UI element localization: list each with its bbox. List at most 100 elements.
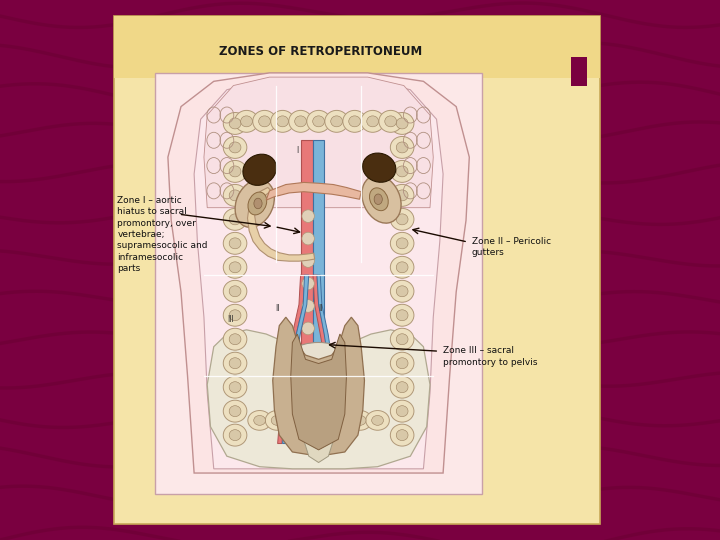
- Bar: [114, 16, 600, 78]
- Ellipse shape: [396, 262, 408, 273]
- Ellipse shape: [325, 110, 348, 132]
- Ellipse shape: [319, 415, 331, 426]
- Ellipse shape: [223, 424, 247, 446]
- Ellipse shape: [223, 185, 247, 206]
- Ellipse shape: [302, 345, 315, 357]
- Ellipse shape: [390, 305, 414, 326]
- Ellipse shape: [223, 352, 247, 374]
- Ellipse shape: [229, 310, 241, 321]
- Ellipse shape: [302, 322, 315, 335]
- Ellipse shape: [223, 280, 247, 302]
- Ellipse shape: [390, 400, 414, 422]
- Ellipse shape: [354, 415, 366, 426]
- Ellipse shape: [229, 430, 241, 441]
- Ellipse shape: [302, 389, 315, 402]
- Ellipse shape: [396, 334, 408, 345]
- Ellipse shape: [294, 116, 307, 127]
- Ellipse shape: [289, 415, 300, 426]
- Ellipse shape: [396, 406, 408, 417]
- Ellipse shape: [302, 300, 315, 312]
- Ellipse shape: [223, 232, 247, 254]
- Ellipse shape: [223, 208, 247, 230]
- Ellipse shape: [396, 286, 408, 297]
- Ellipse shape: [396, 190, 408, 201]
- Ellipse shape: [366, 410, 390, 430]
- Ellipse shape: [223, 160, 247, 183]
- Ellipse shape: [240, 116, 253, 127]
- Ellipse shape: [283, 410, 307, 430]
- Ellipse shape: [223, 137, 247, 158]
- Polygon shape: [317, 275, 341, 443]
- Polygon shape: [273, 317, 364, 456]
- Ellipse shape: [253, 110, 276, 132]
- Ellipse shape: [396, 382, 408, 393]
- Polygon shape: [266, 183, 361, 200]
- Ellipse shape: [363, 153, 396, 183]
- Ellipse shape: [390, 280, 414, 302]
- Ellipse shape: [300, 410, 324, 430]
- Ellipse shape: [390, 160, 414, 183]
- Ellipse shape: [366, 116, 379, 127]
- Ellipse shape: [289, 110, 312, 132]
- Polygon shape: [248, 187, 315, 261]
- Ellipse shape: [343, 110, 366, 132]
- Ellipse shape: [390, 208, 414, 230]
- Ellipse shape: [276, 116, 289, 127]
- Ellipse shape: [379, 110, 402, 132]
- Ellipse shape: [229, 118, 241, 129]
- Ellipse shape: [248, 192, 266, 215]
- Polygon shape: [291, 334, 346, 450]
- Ellipse shape: [390, 256, 414, 278]
- Text: Zone I – aortic
hiatus to sacral
promontory, over
vertebrae;
supramesocolic and
: Zone I – aortic hiatus to sacral promont…: [117, 195, 208, 273]
- Ellipse shape: [223, 400, 247, 422]
- Ellipse shape: [223, 112, 247, 134]
- Ellipse shape: [396, 166, 408, 177]
- Polygon shape: [313, 275, 339, 443]
- Ellipse shape: [223, 328, 247, 350]
- Ellipse shape: [229, 334, 241, 345]
- Polygon shape: [168, 73, 469, 473]
- Bar: [313, 140, 324, 443]
- Ellipse shape: [302, 277, 315, 290]
- Bar: [571, 57, 587, 86]
- Ellipse shape: [271, 110, 294, 132]
- Ellipse shape: [235, 180, 274, 227]
- Ellipse shape: [396, 214, 408, 225]
- Ellipse shape: [229, 262, 241, 273]
- Ellipse shape: [229, 286, 241, 297]
- Ellipse shape: [229, 166, 241, 177]
- Ellipse shape: [223, 305, 247, 326]
- Ellipse shape: [390, 232, 414, 254]
- Ellipse shape: [384, 116, 397, 127]
- Polygon shape: [299, 374, 338, 462]
- Ellipse shape: [223, 256, 247, 278]
- Ellipse shape: [396, 357, 408, 369]
- Bar: [300, 140, 313, 443]
- Ellipse shape: [396, 310, 408, 321]
- Polygon shape: [194, 79, 443, 469]
- Ellipse shape: [390, 424, 414, 446]
- Bar: [155, 73, 482, 494]
- Text: Zone II – Pericolic
gutters: Zone II – Pericolic gutters: [472, 237, 551, 258]
- Ellipse shape: [372, 415, 384, 426]
- Ellipse shape: [330, 116, 343, 127]
- Ellipse shape: [369, 188, 388, 211]
- Ellipse shape: [374, 194, 382, 205]
- Ellipse shape: [313, 410, 337, 430]
- Ellipse shape: [248, 410, 271, 430]
- Ellipse shape: [330, 410, 354, 430]
- Ellipse shape: [254, 198, 262, 209]
- Ellipse shape: [390, 328, 414, 350]
- Polygon shape: [207, 330, 430, 469]
- Ellipse shape: [390, 137, 414, 158]
- Ellipse shape: [312, 116, 325, 127]
- Text: Zone III – sacral
promontory to pelvis: Zone III – sacral promontory to pelvis: [443, 346, 537, 367]
- Ellipse shape: [229, 214, 241, 225]
- Ellipse shape: [306, 415, 318, 426]
- Ellipse shape: [302, 255, 315, 267]
- Ellipse shape: [348, 116, 361, 127]
- Ellipse shape: [229, 382, 241, 393]
- Text: II: II: [275, 304, 280, 313]
- Text: ZONES OF RETROPERITONEUM: ZONES OF RETROPERITONEUM: [219, 45, 422, 58]
- Ellipse shape: [396, 118, 408, 129]
